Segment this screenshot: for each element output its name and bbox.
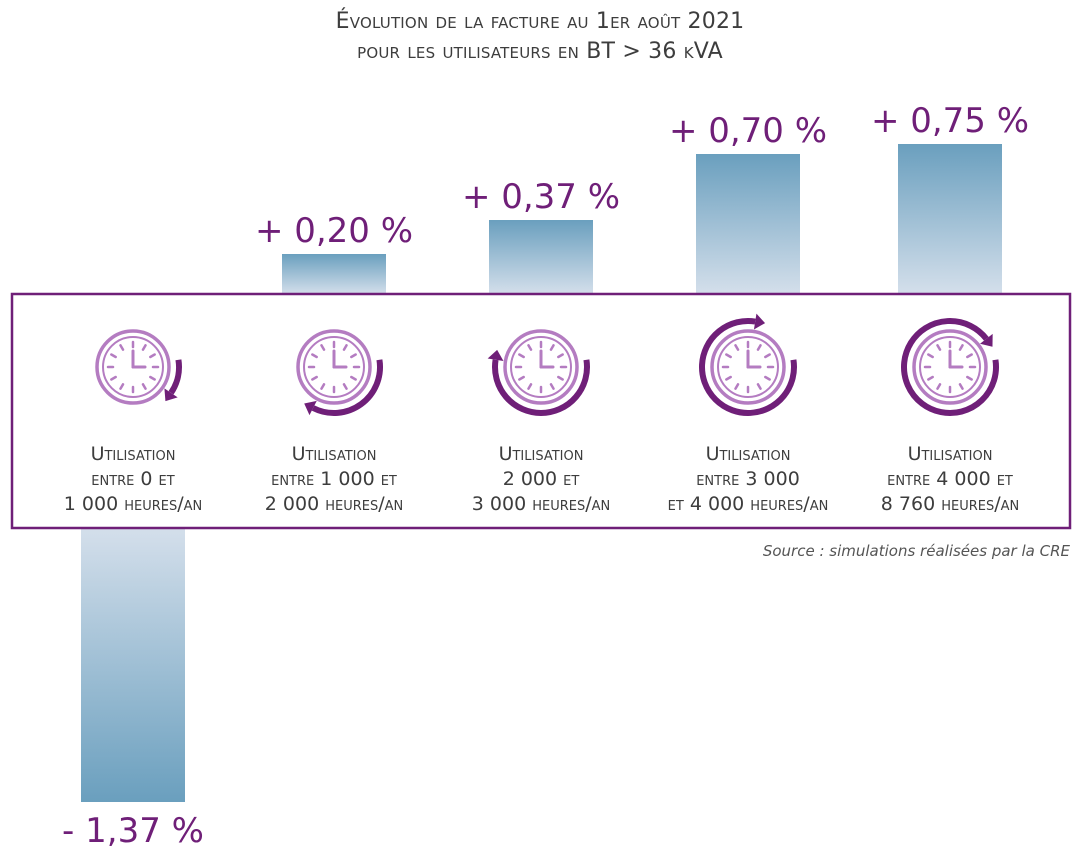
- chart-title-line-2: pour les utilisateurs en BT > 36 kVA: [357, 39, 723, 64]
- bars-group: [81, 144, 1002, 802]
- source-note: Source : simulations réalisées par la CR…: [763, 542, 1071, 560]
- clock-arrow-full-icon: [901, 318, 999, 416]
- value-label-2: + 0,20 %: [255, 211, 413, 251]
- category-label-4-line-3: et 4 000 heures/an: [668, 493, 829, 515]
- clock-arrow-three-quarter-icon: [699, 313, 797, 416]
- category-label-5-line-3: 8 760 heures/an: [881, 493, 1019, 515]
- category-label-2-line-3: 2 000 heures/an: [265, 493, 403, 515]
- bar-5: [898, 144, 1002, 294]
- category-label-3-line-1: Utilisation: [499, 443, 584, 465]
- category-label-5-line-2: entre 4 000 et: [887, 468, 1013, 490]
- category-label-1-line-1: Utilisation: [91, 443, 176, 465]
- clock-arrow-half-icon: [487, 329, 590, 416]
- bar-1: [81, 528, 185, 802]
- value-label-1: - 1,37 %: [62, 811, 204, 851]
- category-label-2-line-1: Utilisation: [292, 443, 377, 465]
- value-label-5: + 0,75 %: [871, 101, 1029, 141]
- category-label-3-line-3: 3 000 heures/an: [472, 493, 610, 515]
- category-label-2-line-2: entre 1 000 et: [271, 468, 397, 490]
- value-label-3: + 0,37 %: [462, 177, 620, 217]
- chart-title-line-1: Évolution de la facture au 1er août 2021: [336, 8, 745, 34]
- icons-group: [95, 313, 999, 416]
- category-label-4-line-2: entre 3 000: [696, 468, 800, 490]
- category-label-5-line-1: Utilisation: [908, 443, 993, 465]
- category-label-3-line-2: 2 000 et: [503, 468, 580, 490]
- value-label-4: + 0,70 %: [669, 111, 827, 151]
- value-labels-group: - 1,37 % + 0,20 % + 0,37 % + 0,70 % + 0,75 %: [62, 101, 1029, 851]
- clock-arrow-quarter-icon: [296, 329, 383, 416]
- clock-arrow-small-icon: [95, 329, 182, 405]
- category-label-4-line-1: Utilisation: [706, 443, 791, 465]
- bar-4: [696, 154, 800, 294]
- category-label-1-line-3: 1 000 heures/an: [64, 493, 202, 515]
- category-label-1-line-2: entre 0 et: [91, 468, 175, 490]
- bar-2: [282, 254, 386, 294]
- bar-3: [489, 220, 593, 294]
- labels-group: Utilisation entre 0 et 1 000 heures/an Util…: [64, 443, 1019, 515]
